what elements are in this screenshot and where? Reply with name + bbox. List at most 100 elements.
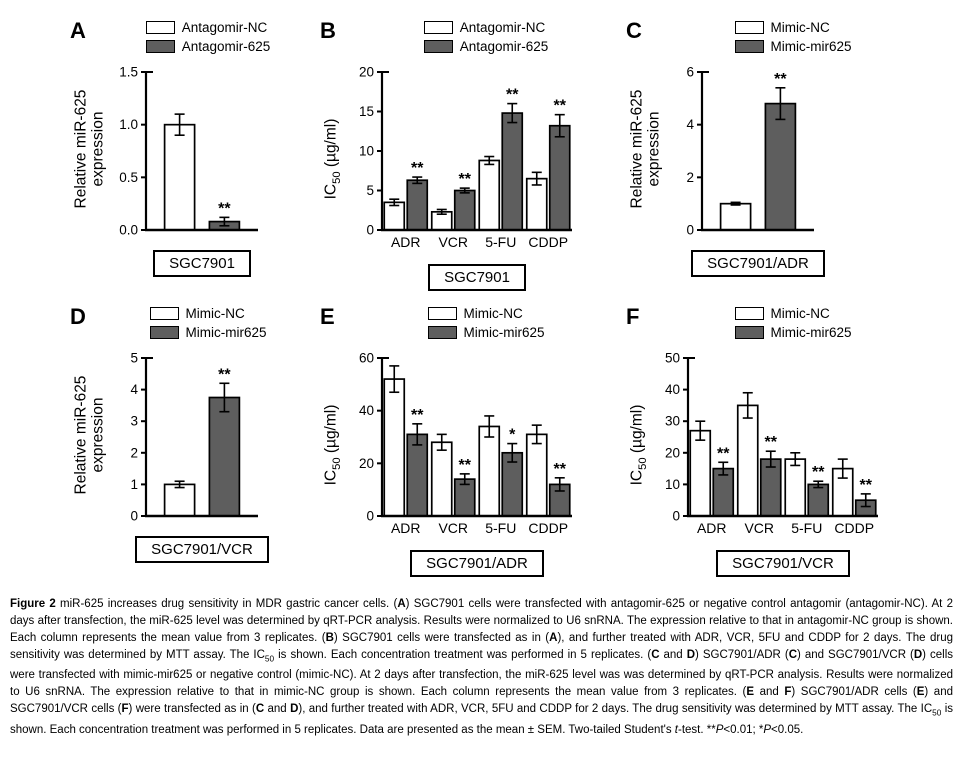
legend-label: Mimic-mir625: [770, 38, 852, 54]
bar-E-ADR-treatment: [406, 433, 429, 517]
panel-letter-E: E: [320, 304, 335, 329]
panel-header: C Mimic-NC Mimic-mir625: [626, 14, 926, 60]
y-tick-label: 4: [686, 117, 694, 132]
cell-line-box-container: SGC7901/ADR: [320, 550, 572, 577]
cell-line-label: SGC7901: [428, 264, 526, 291]
bar-C-single-treatment: [764, 102, 797, 231]
y-axis-label: IC50 (µg/ml): [322, 404, 343, 486]
panel-letter-C: C: [626, 18, 642, 43]
legend-swatch-control: [427, 306, 457, 320]
legend-container: Mimic-NC Mimic-mir625: [104, 304, 312, 346]
y-tick-label: 10: [665, 477, 680, 492]
y-axis-label: IC50 (µg/ml): [628, 404, 649, 486]
bar-F-ADR-control: [689, 429, 712, 517]
legend-label: Mimic-mir625: [185, 324, 267, 340]
y-tick-label: 20: [665, 445, 680, 460]
cell-line-box-container: SGC7901: [70, 250, 258, 277]
bar-B-VCR-treatment: [453, 189, 476, 231]
y-tick-label: 0: [686, 223, 694, 238]
panel-letter-A: A: [70, 18, 86, 43]
legend-item: Mimic-NC: [734, 305, 852, 321]
cell-line-label: SGC7901/ADR: [410, 550, 544, 577]
x-category-label: 5-FU: [791, 520, 822, 536]
panel-B: B Antagomir-NC Antagomir-625 IC50 (µg/ml) 0 5…: [320, 14, 618, 300]
x-category-label: VCR: [438, 234, 468, 250]
legend-label: Mimic-NC: [185, 305, 245, 321]
legend-container: Mimic-NC Mimic-mir625: [354, 304, 618, 346]
legend-item: Mimic-mir625: [734, 324, 852, 340]
bar-A-single-control: [163, 123, 196, 231]
bar-E-CDDP-control: [525, 433, 548, 517]
y-axis-label-container: Relative miR-625 expression: [70, 60, 110, 238]
legend: Mimic-NC Mimic-mir625: [427, 304, 545, 346]
x-category-label: 5-FU: [485, 520, 516, 536]
significance-marker: **: [459, 171, 472, 188]
bar-B-5-FU-treatment: [501, 112, 524, 231]
legend: Mimic-NC Mimic-mir625: [734, 304, 852, 346]
y-axis-label: Relative miR-625 expression: [72, 89, 107, 209]
x-category-label: 5-FU: [485, 234, 516, 250]
panel-C: C Mimic-NC Mimic-mir625 Relative miR-625 exp…: [626, 14, 926, 300]
y-tick-label: 2: [686, 170, 694, 185]
legend: Mimic-NC Mimic-mir625: [734, 18, 852, 60]
y-tick-label: 1: [130, 477, 138, 492]
x-category-label: CDDP: [834, 520, 874, 536]
x-category-label: CDDP: [528, 234, 568, 250]
y-tick-label: 0: [672, 509, 680, 524]
significance-marker: *: [509, 427, 516, 444]
y-tick-label: 20: [359, 456, 374, 471]
legend-swatch-treatment: [423, 39, 453, 53]
y-axis-label-container: IC50 (µg/ml): [320, 346, 346, 544]
significance-marker: **: [218, 366, 231, 383]
panel-header: F Mimic-NC Mimic-mir625: [626, 300, 926, 346]
panel-header: E Mimic-NC Mimic-mir625: [320, 300, 618, 346]
y-axis-label-container: Relative miR-625 expression: [626, 60, 666, 238]
significance-marker: **: [717, 445, 730, 462]
legend-container: Mimic-NC Mimic-mir625: [660, 304, 926, 346]
legend-container: Antagomir-NC Antagomir-625: [104, 18, 312, 60]
legend-item: Mimic-NC: [427, 305, 545, 321]
x-category-label: ADR: [697, 520, 727, 536]
chart-area-B: IC50 (µg/ml) 0 5 10 15 20 ** ** ** ** ADR VCR 5-FU CD…: [320, 60, 618, 258]
y-tick-label: 20: [359, 65, 374, 80]
y-axis-label: Relative miR-625 expression: [628, 89, 663, 209]
legend-item: Antagomir-NC: [423, 19, 549, 35]
legend-swatch-treatment: [734, 39, 764, 53]
bar-C-single-control: [719, 202, 752, 231]
legend-swatch-control: [734, 306, 764, 320]
legend-swatch-treatment: [145, 39, 175, 53]
bar-D-single-control: [163, 483, 196, 517]
legend-item: Antagomir-NC: [145, 19, 271, 35]
bar-B-5-FU-control: [478, 159, 501, 231]
figure-panels-area: A Antagomir-NC Antagomir-625 Relative miR-6…: [70, 14, 926, 577]
y-tick-label: 40: [665, 382, 680, 397]
legend-label: Mimic-mir625: [770, 324, 852, 340]
legend-label: Antagomir-625: [181, 38, 271, 54]
y-axis-label-container: Relative miR-625 expression: [70, 346, 110, 524]
significance-marker: **: [765, 434, 778, 451]
legend-label: Antagomir-NC: [181, 19, 268, 35]
legend-swatch-control: [149, 306, 179, 320]
legend-swatch-treatment: [149, 325, 179, 339]
x-category-label: VCR: [744, 520, 774, 536]
legend-item: Mimic-mir625: [427, 324, 545, 340]
legend-item: Antagomir-625: [145, 38, 271, 54]
cell-line-box-container: SGC7901/VCR: [626, 550, 878, 577]
chart-area-C: Relative miR-625 expression 0 2 4 6 **: [626, 60, 926, 238]
chart-area-F: IC50 (µg/ml) 0 10 20 30 40 50 ** ** ** ** ADR VCR 5-F…: [626, 346, 926, 544]
significance-marker: **: [218, 200, 231, 217]
x-category-label: ADR: [391, 520, 421, 536]
y-tick-label: 4: [130, 382, 138, 397]
significance-marker: **: [860, 477, 873, 494]
y-tick-label: 5: [366, 183, 374, 198]
bar-B-ADR-treatment: [406, 179, 429, 231]
bar-F-5-FU-control: [784, 458, 807, 517]
chart-area-E: IC50 (µg/ml) 0 20 40 60 ** ** * ** ADR VCR 5-FU CDDP: [320, 346, 618, 544]
y-tick-label: 1.5: [119, 65, 138, 80]
legend: Antagomir-NC Antagomir-625: [423, 18, 549, 60]
significance-marker: **: [506, 87, 519, 104]
y-tick-label: 0: [366, 509, 374, 524]
y-tick-label: 5: [130, 351, 138, 366]
